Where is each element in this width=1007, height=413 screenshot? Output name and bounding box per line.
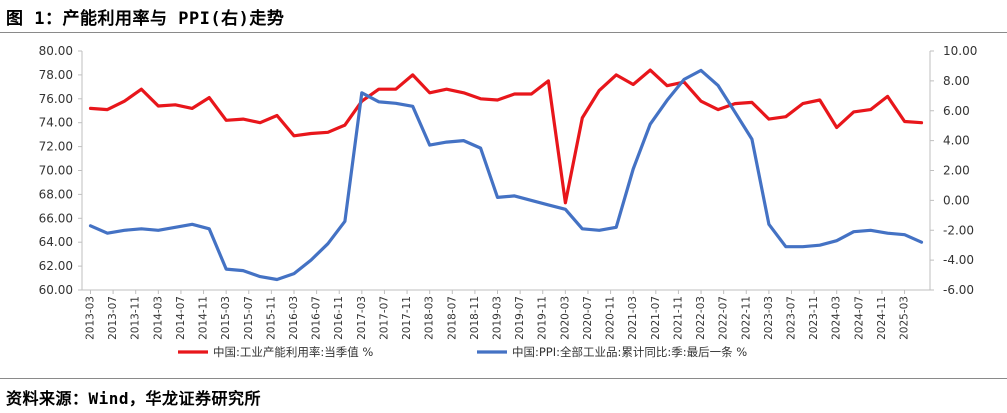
x-tick-label: 2019-11	[537, 296, 549, 340]
x-tick-label: 2017-03	[356, 296, 368, 340]
x-tick-label: 2024-11	[876, 296, 888, 340]
x-tick-label: 2023-07	[785, 296, 797, 340]
right-tick-label: -4.00	[943, 253, 974, 267]
x-tick-label: 2014-03	[152, 296, 164, 340]
top-divider	[0, 32, 1007, 33]
left-tick-label: 60.00	[39, 283, 73, 297]
source-note: 资料来源：Wind，华龙证券研究所	[6, 389, 262, 408]
x-tick-label: 2015-07	[243, 296, 255, 340]
bottom-divider	[0, 378, 1007, 379]
x-tick-label: 2013-11	[130, 296, 142, 340]
x-tick-label: 2024-03	[831, 296, 843, 340]
x-tick-label: 2023-03	[763, 296, 775, 340]
ppi-line	[88, 68, 924, 282]
x-tick-label: 2014-11	[198, 296, 210, 340]
right-tick-label: -6.00	[943, 283, 974, 297]
right-tick-label: 0.00	[943, 193, 970, 207]
x-tick-label: 2025-03	[899, 296, 911, 340]
x-tick-label: 2016-03	[288, 296, 300, 340]
chart-svg: 80.00 78.00 76.00 74.00 72.00 70.00 68.00 66.00…	[39, 44, 978, 359]
right-tick-label: 4.00	[943, 134, 970, 148]
x-tick-label: 2020-03	[559, 296, 571, 340]
left-tick-label: 66.00	[39, 211, 73, 225]
x-tick-label: 2017-11	[401, 296, 413, 340]
right-tick-label: -2.00	[943, 223, 974, 237]
x-tick-label: 2018-11	[469, 296, 481, 340]
x-tick-label: 2013-07	[107, 296, 119, 340]
right-tick-label: 6.00	[943, 104, 970, 118]
x-tick-label: 2018-07	[446, 296, 458, 340]
x-tick-label: 2024-07	[853, 296, 865, 340]
x-tick-label: 2020-11	[605, 296, 617, 340]
x-tick-label: 2022-03	[695, 296, 707, 340]
x-tick-label: 2015-11	[265, 296, 277, 340]
x-tick-label: 2015-03	[220, 296, 232, 340]
left-tick-label: 80.00	[39, 44, 73, 58]
left-tick-label: 74.00	[39, 116, 73, 130]
x-tick-label: 2016-11	[333, 296, 345, 340]
right-tick-label: 2.00	[943, 164, 970, 178]
x-tick-label: 2017-07	[378, 296, 390, 340]
right-tick-label: 10.00	[943, 44, 977, 58]
x-tick-label: 2021-03	[627, 296, 639, 340]
capacity-utilization-line	[88, 68, 924, 205]
x-tick-label: 2018-03	[424, 296, 436, 340]
x-tick-label: 2019-03	[492, 296, 504, 340]
legend-label-capacity: 中国:工业产能利用率:当季值 %	[213, 345, 373, 359]
left-tick-label: 62.00	[39, 259, 73, 273]
left-tick-label: 64.00	[39, 235, 73, 249]
x-tick-label: 2022-07	[718, 296, 730, 340]
left-tick-label: 76.00	[39, 92, 73, 106]
x-tick-label: 2023-11	[808, 296, 820, 340]
right-tick-label: 8.00	[943, 74, 970, 88]
x-tick-label: 2013-03	[84, 296, 96, 340]
left-tick-label: 78.00	[39, 68, 73, 82]
left-tick-label: 68.00	[39, 187, 73, 201]
x-tick-label: 2022-11	[740, 296, 752, 340]
left-tick-label: 72.00	[39, 140, 73, 154]
figure-title: 图 1：产能利用率与 PPI(右)走势	[6, 9, 285, 29]
x-tick-label: 2019-07	[514, 296, 526, 340]
left-tick-label: 70.00	[39, 164, 73, 178]
x-tick-label: 2014-07	[175, 296, 187, 340]
x-tick-label: 2016-07	[311, 296, 323, 340]
x-tick-label: 2020-07	[582, 296, 594, 340]
legend-label-ppi: 中国:PPI:全部工业品:累计同比:季:最后一条 %	[512, 345, 747, 359]
x-tick-label: 2021-11	[672, 296, 684, 340]
x-tick-label: 2021-07	[650, 296, 662, 340]
